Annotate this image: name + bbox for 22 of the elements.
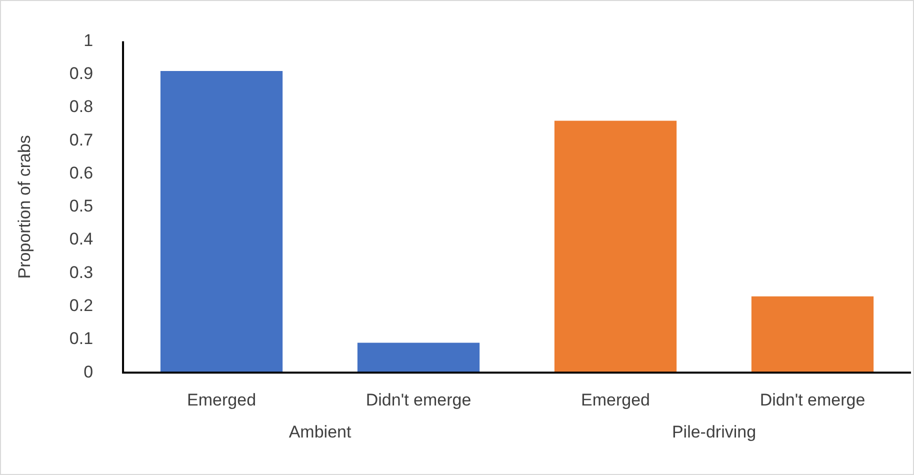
y-tick-label: 0.6 bbox=[69, 163, 94, 182]
y-tick-label: 1 bbox=[84, 30, 94, 50]
y-axis-title: Proportion of crabs bbox=[14, 135, 34, 279]
y-tick-label: 0 bbox=[84, 362, 94, 382]
bar bbox=[160, 71, 283, 373]
x-tick-label: Didn't emerge bbox=[366, 390, 472, 410]
y-tick-label: 0.4 bbox=[69, 230, 94, 249]
y-tick-label: 0.5 bbox=[69, 196, 94, 216]
text: Ambient bbox=[288, 422, 352, 442]
x-tick-label: Didn't emerge bbox=[760, 390, 866, 410]
bar bbox=[554, 120, 677, 373]
y-tick-label: 0.7 bbox=[69, 130, 94, 150]
bar bbox=[357, 342, 480, 373]
y-tick-label: 0.1 bbox=[69, 329, 94, 348]
bar bbox=[751, 296, 874, 373]
y-tick-label: 0.2 bbox=[69, 296, 94, 316]
y-tick-label: 0.8 bbox=[69, 97, 94, 116]
y-tick-label: 0.3 bbox=[69, 262, 94, 282]
x-tick-label: Emerged bbox=[581, 390, 650, 410]
x-tick-label: Emerged bbox=[187, 390, 256, 410]
y-tick-label: 0.9 bbox=[69, 64, 94, 84]
text: Pile-driving bbox=[672, 422, 756, 442]
